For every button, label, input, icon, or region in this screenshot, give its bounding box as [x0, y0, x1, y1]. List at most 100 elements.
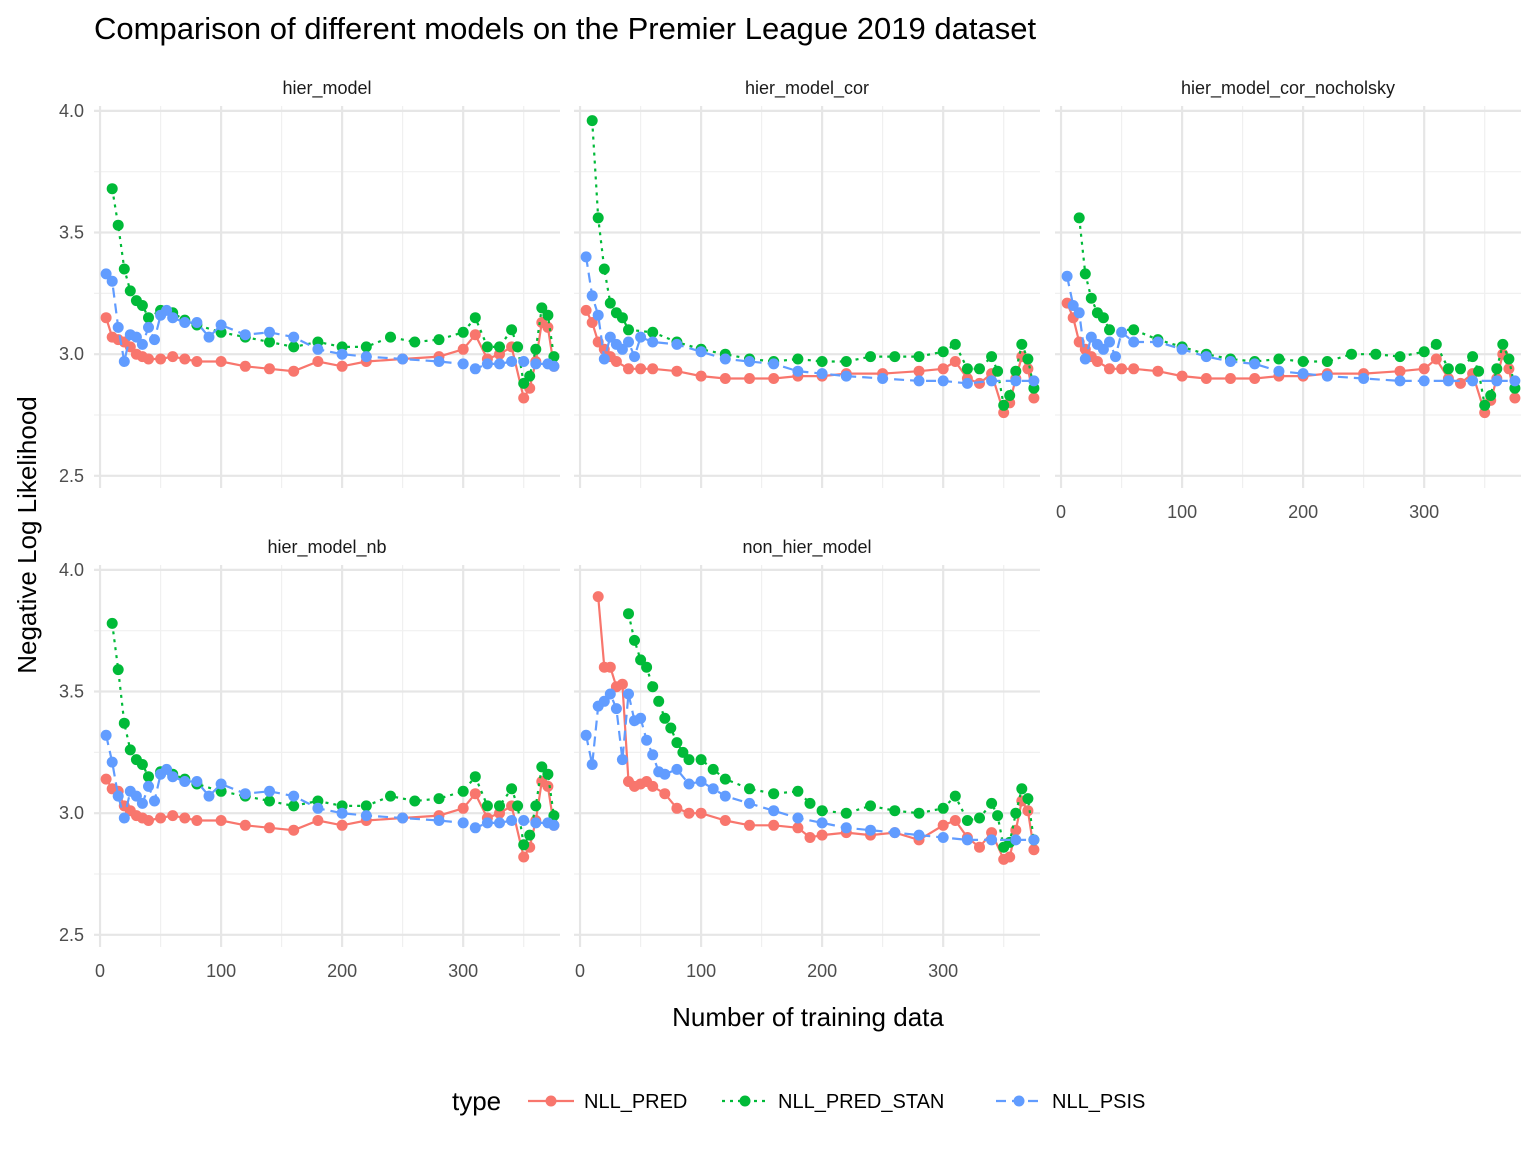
data-point-NLL_PRED_STAN — [1097, 312, 1109, 324]
data-point-NLL_PSIS — [707, 783, 719, 795]
y-tick-label: 2.5 — [59, 925, 84, 945]
data-point-NLL_PRED_STAN — [360, 341, 372, 353]
data-point-NLL_PRED — [949, 356, 961, 367]
data-point-NLL_PRED_STAN — [913, 807, 925, 819]
data-point-NLL_PSIS — [598, 353, 610, 365]
data-point-NLL_PRED_STAN — [124, 744, 136, 756]
data-point-NLL_PRED_STAN — [481, 800, 493, 812]
data-point-NLL_PSIS — [865, 824, 876, 836]
data-point-NLL_PSIS — [215, 319, 227, 331]
data-point-NLL_PRED_STAN — [616, 312, 628, 324]
data-point-NLL_PRED — [469, 329, 481, 341]
data-point-NLL_PSIS — [130, 790, 142, 802]
data-point-NLL_PSIS — [913, 829, 925, 841]
data-point-NLL_PRED — [586, 317, 598, 328]
data-point-NLL_PSIS — [397, 812, 409, 824]
data-point-NLL_PRED_STAN — [889, 351, 901, 363]
data-point-NLL_PRED — [155, 812, 167, 824]
data-point-NLL_PSIS — [719, 353, 731, 365]
data-point-NLL_PRED_STAN — [288, 800, 300, 812]
data-point-NLL_PRED — [768, 819, 780, 831]
data-point-NLL_PSIS — [623, 336, 634, 348]
facet-strip-label: non_hier_model — [742, 537, 871, 558]
data-point-NLL_PRED — [1225, 373, 1236, 384]
data-point-NLL_PRED_STAN — [653, 695, 665, 707]
data-point-NLL_PSIS — [397, 353, 409, 365]
data-point-NLL_PSIS — [191, 317, 203, 328]
legend-item-NLL_PRED: NLL_PRED — [528, 1091, 687, 1113]
data-point-NLL_PRED — [1176, 370, 1188, 382]
data-point-NLL_PRED — [264, 822, 275, 834]
data-point-NLL_PRED — [1509, 392, 1521, 404]
x-axis-label: Number of training data — [672, 1002, 944, 1032]
data-point-NLL_PRED_STAN — [647, 326, 659, 338]
data-point-NLL_PSIS — [548, 360, 560, 372]
x-tick-label: 200 — [807, 961, 837, 981]
data-point-NLL_PRED_STAN — [659, 712, 671, 724]
data-point-NLL_PRED — [592, 591, 604, 603]
data-point-NLL_PRED_STAN — [677, 746, 689, 758]
data-point-NLL_PRED — [695, 370, 707, 382]
data-point-NLL_PSIS — [986, 375, 998, 387]
data-point-NLL_PRED — [1455, 377, 1466, 389]
data-point-NLL_PSIS — [1010, 834, 1022, 846]
data-point-NLL_PSIS — [671, 338, 683, 350]
data-point-NLL_PSIS — [288, 331, 300, 343]
data-point-NLL_PRED — [191, 356, 203, 367]
data-point-NLL_PRED_STAN — [518, 377, 530, 389]
data-point-NLL_PRED_STAN — [768, 788, 780, 800]
data-point-NLL_PSIS — [1509, 375, 1521, 387]
data-point-NLL_PSIS — [469, 363, 481, 375]
data-point-NLL_PRED — [191, 815, 203, 826]
data-point-NLL_PRED_STAN — [665, 722, 677, 734]
data-point-NLL_PRED_STAN — [469, 312, 481, 324]
data-point-NLL_PSIS — [937, 375, 949, 387]
data-point-NLL_PSIS — [203, 790, 215, 802]
data-point-NLL_PRED — [336, 360, 348, 372]
data-point-NLL_PRED_STAN — [136, 300, 148, 311]
data-point-NLL_PRED_STAN — [641, 661, 653, 673]
facet-strip-label: hier_model_cor — [745, 78, 869, 99]
legend-title: type — [452, 1086, 501, 1116]
data-point-NLL_PRED_STAN — [1321, 356, 1333, 367]
x-tick-label: 0 — [95, 961, 105, 981]
data-point-NLL_PRED — [312, 356, 324, 367]
data-point-NLL_PRED — [288, 824, 300, 836]
data-point-NLL_PRED_STAN — [288, 341, 300, 353]
data-point-NLL_PSIS — [130, 331, 142, 343]
data-point-NLL_PRED_STAN — [494, 800, 505, 812]
data-point-NLL_PRED_STAN — [623, 324, 634, 336]
data-point-NLL_PRED_STAN — [1479, 399, 1491, 411]
data-point-NLL_PRED_STAN — [998, 399, 1010, 411]
legend-key-point — [1013, 1095, 1025, 1107]
data-point-NLL_PSIS — [695, 776, 707, 787]
x-tick-label: 100 — [206, 961, 236, 981]
data-point-NLL_PRED — [937, 363, 949, 375]
data-point-NLL_PSIS — [647, 749, 659, 761]
data-point-NLL_PRED_STAN — [598, 263, 610, 275]
data-point-NLL_PRED_STAN — [106, 183, 118, 195]
y-tick-label: 2.5 — [59, 466, 84, 486]
data-point-NLL_PRED_STAN — [804, 797, 816, 809]
data-point-NLL_PRED_STAN — [1010, 365, 1022, 377]
data-point-NLL_PRED — [659, 788, 671, 800]
data-point-NLL_PSIS — [167, 771, 179, 783]
data-point-NLL_PSIS — [1110, 351, 1121, 363]
data-point-NLL_PSIS — [518, 356, 530, 367]
y-tick-label: 3.5 — [59, 223, 84, 243]
data-point-NLL_PRED_STAN — [1473, 365, 1485, 377]
data-point-NLL_PRED_STAN — [1010, 807, 1022, 819]
legend: type NLL_PRED NLL_PRED_STAN NLL_PSIS — [452, 1086, 1145, 1116]
data-point-NLL_PSIS — [768, 805, 780, 817]
legend-label: NLL_PRED — [584, 1091, 687, 1113]
data-point-NLL_PRED_STAN — [1485, 390, 1497, 401]
data-point-NLL_PSIS — [518, 815, 530, 826]
data-point-NLL_PRED_STAN — [542, 309, 554, 321]
data-point-NLL_PSIS — [530, 817, 542, 829]
data-point-NLL_PRED_STAN — [719, 773, 731, 785]
data-point-NLL_PSIS — [616, 343, 628, 355]
data-point-NLL_PSIS — [1097, 343, 1109, 355]
data-point-NLL_PSIS — [635, 712, 647, 724]
data-point-NLL_PRED — [744, 819, 755, 831]
data-point-NLL_PRED_STAN — [1467, 351, 1479, 363]
